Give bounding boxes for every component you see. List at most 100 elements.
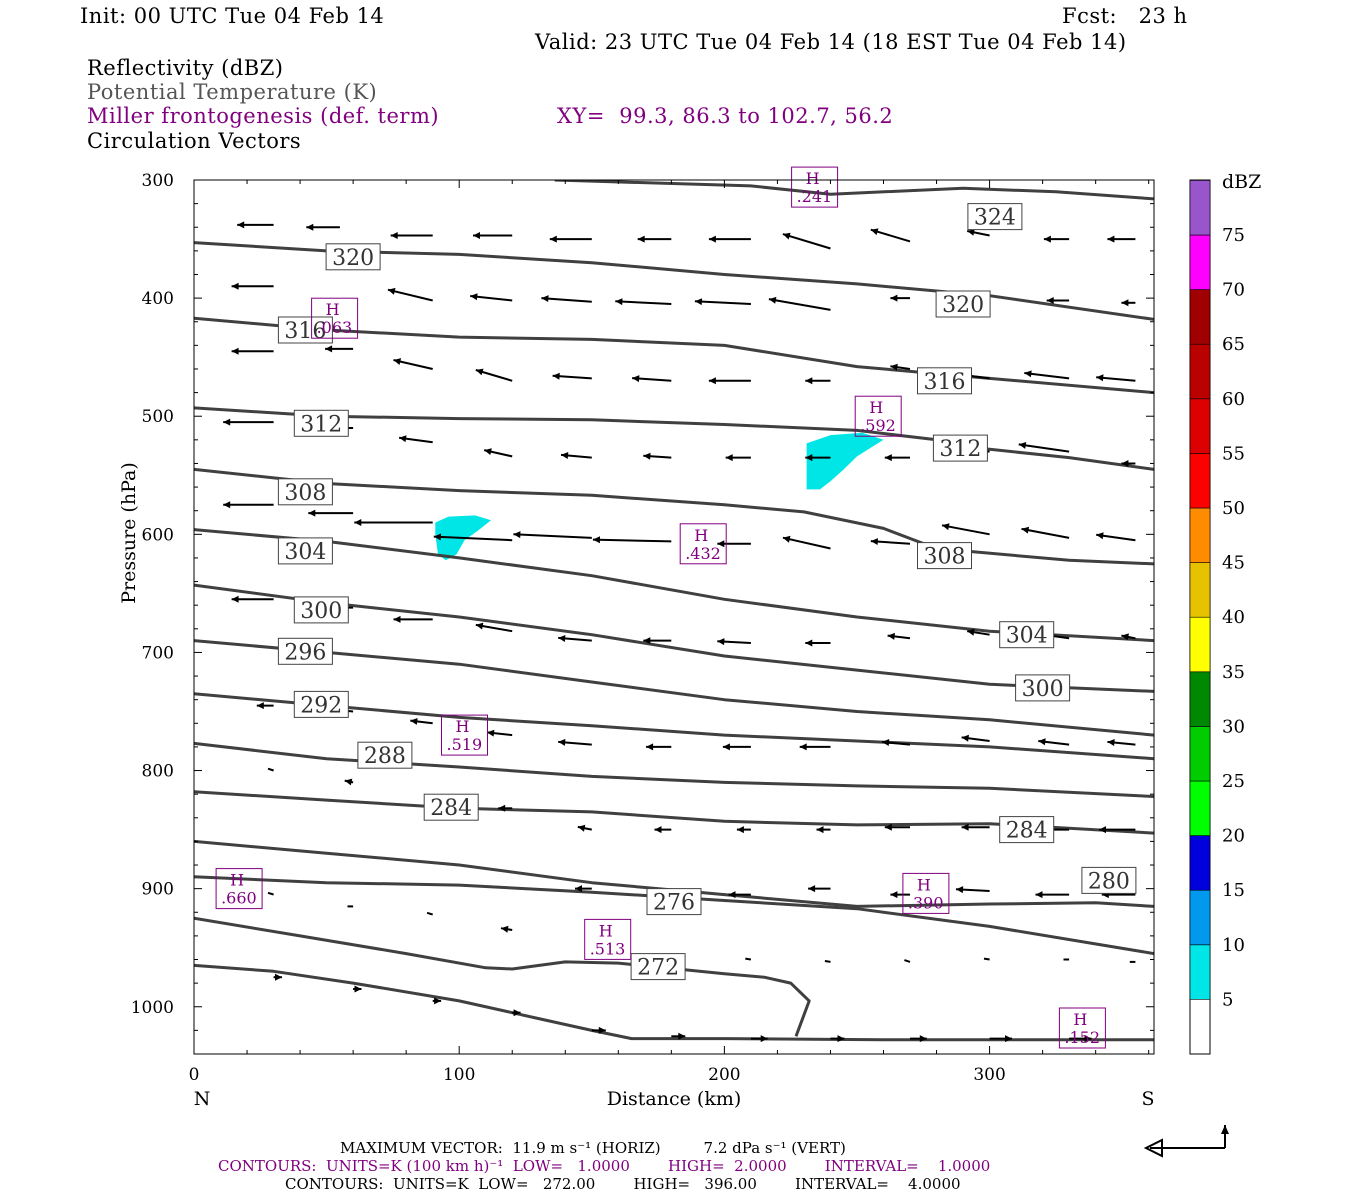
colorbar-level: 50 [1222, 498, 1245, 519]
circulation-vector [643, 637, 672, 645]
colorbar-swatch [1189, 780, 1211, 836]
contour-label-280: 280 [1081, 866, 1137, 894]
circulation-vector [967, 229, 990, 237]
contour-label-304: 304 [277, 537, 333, 565]
svg-text:.152: .152 [1064, 1028, 1100, 1047]
theta-contour-note: CONTOURS: UNITS=K LOW= 272.00 HIGH= 396.… [285, 1175, 961, 1193]
contour-label-284: 284 [999, 816, 1055, 844]
x-tick-label: 0 [189, 1065, 200, 1085]
circulation-vector [1107, 235, 1136, 243]
theta-contour-312 [194, 406, 1154, 471]
svg-text:308: 308 [924, 545, 966, 570]
contour-label-324: 324 [967, 203, 1023, 231]
svg-text:H: H [917, 875, 931, 894]
circulation-vector [983, 957, 990, 961]
circulation-vector [728, 891, 751, 899]
colorbar-swatch [1189, 180, 1211, 236]
contour-label-276: 276 [646, 888, 702, 916]
frontogenesis-high: H.063 [311, 297, 359, 339]
svg-text:.519: .519 [447, 735, 483, 754]
circulation-vector [805, 377, 831, 385]
colorbar-level: 40 [1222, 607, 1245, 628]
svg-text:284: 284 [430, 796, 472, 821]
x-tick-label: 100 [443, 1065, 475, 1085]
y-axis-label: Pressure (hPa) [118, 462, 140, 604]
circulation-vector [1046, 297, 1070, 304]
svg-text:320: 320 [942, 293, 984, 318]
circulation-vector [671, 1032, 686, 1040]
theta-contour-272 [194, 916, 811, 1037]
y-tick-label: 300 [142, 171, 174, 191]
circulation-vector [387, 287, 433, 302]
circulation-vector [884, 823, 910, 831]
circulation-vector [1038, 738, 1070, 746]
svg-text:304: 304 [1006, 624, 1048, 649]
circulation-vector [632, 375, 672, 383]
circulation-vector [475, 622, 513, 633]
svg-text:300: 300 [300, 599, 342, 624]
contour-label-320: 320 [325, 243, 381, 271]
svg-text:H: H [230, 871, 244, 890]
init-time: Init: 00 UTC Tue 04 Feb 14 [80, 4, 385, 28]
y-tick-label: 800 [142, 762, 174, 782]
contour-label-284: 284 [423, 793, 479, 821]
colorbar-swatch [1189, 944, 1211, 1000]
frontogenesis-high: H.152 [1058, 1007, 1106, 1049]
circulation-vector [890, 363, 911, 371]
frontogenesis-high: H.241 [791, 166, 839, 208]
y-tick-label: 600 [142, 525, 174, 545]
contour-label-320: 320 [935, 290, 991, 318]
svg-text:.241: .241 [797, 187, 833, 206]
circulation-vector [782, 232, 831, 250]
south-label: S [1141, 1088, 1154, 1110]
svg-text:H: H [456, 717, 470, 736]
max-vector-note: MAXIMUM VECTOR: 11.9 m s⁻¹ (HORIZ) 7.2 d… [340, 1139, 846, 1157]
colorbar-swatch [1189, 671, 1211, 727]
circulation-vector [231, 595, 274, 603]
svg-text:308: 308 [284, 481, 326, 506]
colorbar-level: 75 [1222, 225, 1245, 246]
theta-contour-284 [194, 790, 1154, 835]
circulation-vector [890, 891, 910, 899]
svg-text:276: 276 [653, 891, 695, 916]
contour-label-316: 316 [277, 316, 333, 344]
x-tick-label: 200 [708, 1065, 740, 1085]
circulation-vector [267, 891, 274, 896]
y-tick-label: 700 [142, 643, 174, 663]
circulation-vector [989, 1035, 1012, 1043]
contour-label-308: 308 [917, 542, 972, 570]
colorbar-level: 20 [1222, 826, 1245, 847]
colorbar-level: 60 [1222, 389, 1245, 410]
contour-label-304: 304 [999, 621, 1055, 649]
circulation-vector [393, 358, 433, 370]
theta-contour-280 [194, 839, 1154, 908]
colorbar: 5 10 15 20 25 30 35 40 45 50 55 60 65 70 75 [1189, 179, 1245, 1055]
legend-vectors: Circulation Vectors [87, 129, 302, 153]
colorbar-swatch [1189, 616, 1211, 673]
circulation-vector [223, 501, 274, 509]
contour-label-316: 316 [917, 367, 972, 395]
x-axis-label: Distance (km) [607, 1088, 742, 1110]
colorbar-unit: dBZ [1222, 171, 1261, 193]
circulation-vector [591, 1026, 606, 1034]
axes: 300 400 500 600 700 800 900 1000 0 100 200 300 [131, 171, 1154, 1085]
y-tick-label: 400 [142, 289, 174, 309]
colorbar-swatch [1189, 889, 1211, 946]
svg-text:312: 312 [939, 437, 981, 462]
y-tick-label: 900 [142, 880, 174, 900]
svg-text:316: 316 [924, 370, 966, 395]
circulation-vector [1107, 739, 1136, 746]
colorbar-level: 35 [1222, 662, 1245, 683]
colorbar-swatch [1189, 453, 1211, 509]
colorbar-level: 25 [1222, 771, 1245, 792]
circulation-vector [768, 296, 831, 311]
colorbar-level: 30 [1222, 716, 1245, 737]
contour-labels: 324 320 320 316 316 312 312 308 308 304 304 300 300 2… [277, 203, 1137, 981]
circulation-vector [552, 372, 592, 380]
svg-text:H: H [1073, 1010, 1087, 1029]
circulation-vector [654, 826, 672, 834]
legend-reflectivity: Reflectivity (dBZ) [87, 56, 284, 80]
theta-contour-288 [194, 741, 1154, 798]
circulation-vector [967, 628, 990, 636]
